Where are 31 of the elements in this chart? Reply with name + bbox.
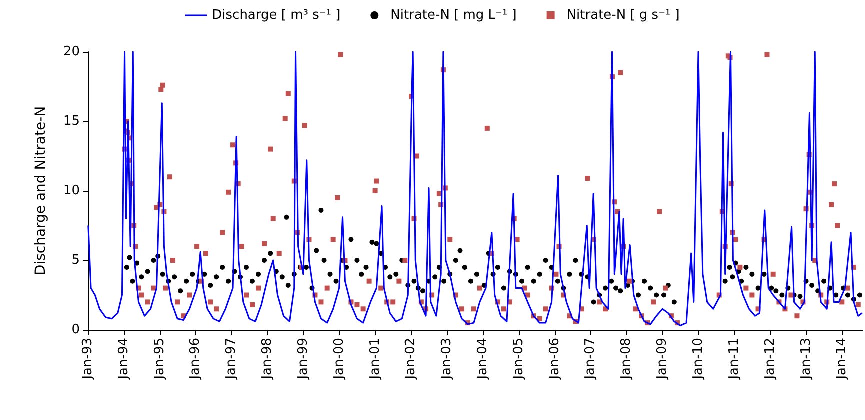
x-tick-label: Jan-13 — [798, 338, 814, 380]
x-tick-label: Jan-05 — [511, 338, 526, 380]
y-tick-label: 0 — [72, 322, 80, 338]
x-tick-label: Jan-00 — [332, 338, 347, 380]
legend-label: Nitrate-N [ g s⁻¹ ] — [566, 8, 680, 23]
x-tick-label: Jan-01 — [368, 338, 383, 380]
x-tick-label: Jan-14 — [834, 338, 850, 380]
y-tick-label: 5 — [72, 253, 80, 268]
x-tick-label: Jan-02 — [404, 338, 419, 380]
x-tick-label: Jan-10 — [691, 338, 706, 380]
x-tick-label: Jan-09 — [655, 338, 670, 380]
x-tick-label: Jan-06 — [547, 338, 562, 380]
x-tick-label: Jan-98 — [260, 338, 276, 380]
x-tick-label: Jan-93 — [80, 338, 96, 380]
x-tick-label: Jan-12 — [762, 338, 778, 380]
y-axis-title: Discharge and Nitrate-N — [33, 106, 49, 276]
y-tick-label: 10 — [63, 184, 80, 198]
x-tick-label: Jan-08 — [619, 338, 634, 380]
x-tick-label: Jan-94 — [116, 338, 132, 380]
x-tick-label: Jan-03 — [440, 338, 455, 380]
x-tick-label: Jan-97 — [224, 338, 240, 380]
y-tick-label: 20 — [63, 44, 80, 60]
legend-label: Nitrate-N [ mg L⁻¹ ] — [390, 8, 517, 23]
y-tick-label: 15 — [63, 114, 80, 129]
x-tick-label: Jan-96 — [188, 338, 204, 380]
x-tick-label: Jan-99 — [296, 338, 311, 380]
legend-label: Discharge [ m³ s⁻¹ ] — [212, 8, 341, 23]
x-tick-label: Jan-11 — [726, 338, 742, 380]
x-tick-label: Jan-04 — [475, 338, 490, 380]
x-tick-label: Jan-95 — [152, 338, 168, 380]
x-tick-label: Jan-07 — [583, 338, 598, 380]
